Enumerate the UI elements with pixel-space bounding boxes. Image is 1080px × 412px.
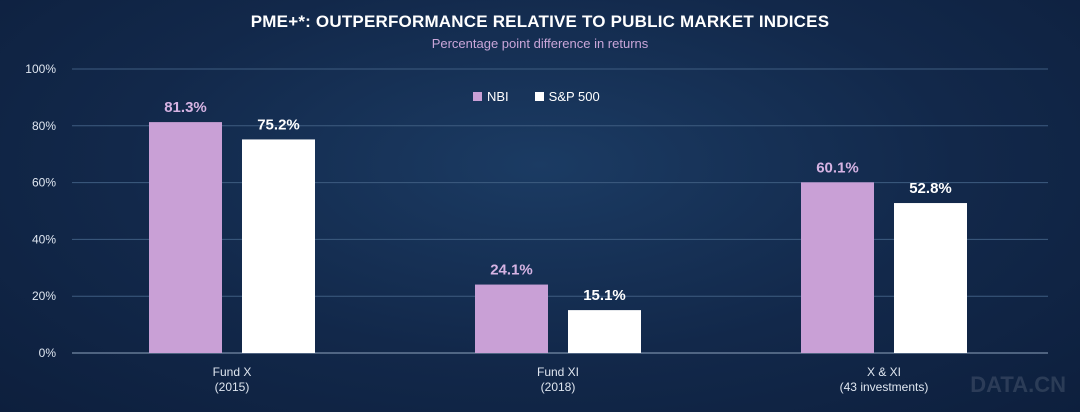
x-tick-label-3-line-2: (43 investments) — [840, 380, 929, 394]
bar-sp500-2 — [568, 310, 641, 353]
bar-nbi-1 — [149, 122, 222, 353]
x-tick-label-3-line-1: X & XI — [867, 365, 901, 379]
x-tick-label-1-line-2: (2015) — [215, 380, 250, 394]
data-label-nbi-2: 24.1% — [490, 262, 533, 279]
y-tick-label-80: 80% — [32, 119, 56, 133]
chart-title: PME+*: OUTPERFORMANCE RELATIVE TO PUBLIC… — [250, 12, 830, 31]
watermark: DATA.CN — [970, 372, 1066, 397]
legend-item-nbi: NBI — [473, 89, 509, 104]
bar-nbi-2 — [475, 284, 548, 353]
x-tick-label-1-line-1: Fund X — [213, 365, 252, 379]
y-tick-label-100: 100% — [25, 62, 56, 76]
legend-item-sp500: S&P 500 — [534, 89, 600, 104]
bar-nbi-3 — [801, 182, 874, 353]
data-label-sp500-2: 15.1% — [583, 287, 626, 304]
legend-swatch-sp500 — [534, 92, 544, 101]
y-tick-label-0: 0% — [39, 346, 57, 360]
data-label-sp500-1: 75.2% — [257, 116, 300, 133]
bar-sp500-1 — [242, 139, 315, 353]
legend: NBI S&P 500 — [473, 89, 626, 104]
y-tick-label-20: 20% — [32, 289, 56, 303]
legend-label-nbi: NBI — [487, 89, 509, 104]
legend-swatch-nbi — [473, 92, 482, 101]
bar-sp500-3 — [894, 203, 967, 353]
x-tick-label-2-line-1: Fund XI — [537, 365, 579, 379]
x-tick-label-2-line-2: (2018) — [541, 380, 576, 394]
data-label-sp500-3: 52.8% — [909, 180, 952, 197]
data-label-nbi-3: 60.1% — [816, 159, 859, 176]
y-tick-label-40: 40% — [32, 232, 56, 246]
chart-subtitle: Percentage point difference in returns — [431, 36, 649, 51]
data-label-nbi-1: 81.3% — [164, 99, 207, 116]
legend-label-sp500: S&P 500 — [548, 89, 600, 104]
y-tick-label-60: 60% — [32, 176, 56, 190]
